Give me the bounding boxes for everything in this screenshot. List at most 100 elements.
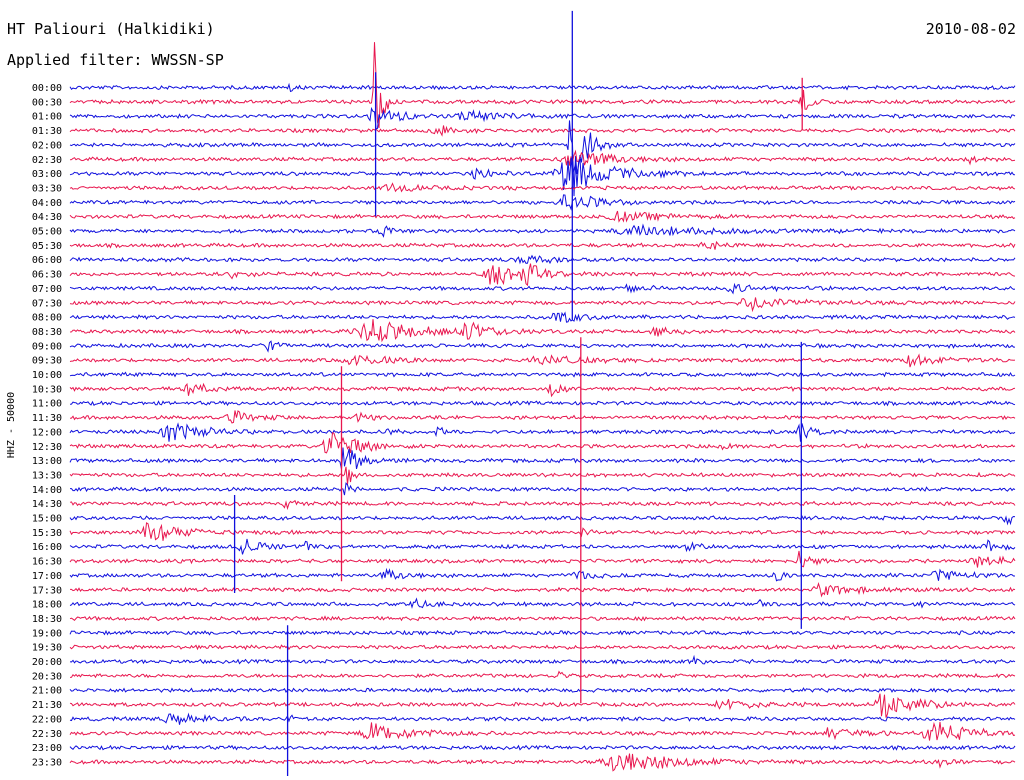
trace-17-30 <box>70 582 1016 598</box>
trace-00-30 <box>69 42 1016 129</box>
row-label-15-00: 15:00 <box>32 514 62 525</box>
row-label-20-00: 20:00 <box>32 657 62 668</box>
row-label-23-30: 23:30 <box>32 757 62 768</box>
trace-13-30 <box>69 466 1016 485</box>
row-label-04-30: 04:30 <box>32 212 62 223</box>
row-label-10-30: 10:30 <box>32 384 62 395</box>
row-label-13-30: 13:30 <box>32 470 62 481</box>
trace-15-00 <box>69 514 1016 526</box>
trace-12-00 <box>69 422 1016 442</box>
row-label-20-30: 20:30 <box>32 671 62 682</box>
trace-12-30 <box>69 432 1016 454</box>
trace-16-00 <box>69 538 1016 555</box>
row-label-01-00: 01:00 <box>32 112 62 123</box>
row-label-11-30: 11:30 <box>32 413 62 424</box>
row-label-23-00: 23:00 <box>32 743 62 754</box>
row-label-22-30: 22:30 <box>32 729 62 740</box>
row-label-03-00: 03:00 <box>32 169 62 180</box>
row-label-01-30: 01:30 <box>32 126 62 137</box>
row-label-14-00: 14:00 <box>32 485 62 496</box>
row-label-13-00: 13:00 <box>32 456 62 467</box>
trace-02-30 <box>69 149 1016 166</box>
trace-03-30 <box>69 182 1016 193</box>
trace-04-00 <box>69 194 1016 211</box>
row-label-10-00: 10:00 <box>32 370 62 381</box>
seismic-spikes <box>233 10 803 776</box>
row-label-19-30: 19:30 <box>32 643 62 654</box>
row-label-14-30: 14:30 <box>32 499 62 510</box>
trace-13-00 <box>69 447 1016 470</box>
row-label-19-00: 19:00 <box>32 628 62 639</box>
trace-11-00 <box>69 400 1016 407</box>
station-title: HT Paliouri (Halkidiki) <box>7 20 215 38</box>
row-label-09-30: 09:30 <box>32 356 62 367</box>
trace-07-00 <box>69 282 1016 295</box>
trace-05-00 <box>69 223 1016 238</box>
trace-03-00 <box>69 157 1016 190</box>
row-label-21-30: 21:30 <box>32 700 62 711</box>
trace-14-30 <box>69 499 1016 511</box>
row-label-17-30: 17:30 <box>32 585 62 596</box>
trace-19-30 <box>69 644 1016 651</box>
time-row-labels: 00:00 00:30 01:00 01:30 02:00 02:30 03:00 03:30… <box>32 83 62 768</box>
trace-20-00 <box>69 654 1016 665</box>
row-label-18-00: 18:00 <box>32 600 62 611</box>
trace-10-30 <box>69 382 1016 398</box>
row-label-06-30: 06:30 <box>32 270 62 281</box>
trace-09-00 <box>69 340 1015 353</box>
row-label-22-00: 22:00 <box>32 714 62 725</box>
row-label-05-30: 05:30 <box>32 241 62 252</box>
trace-17-00 <box>69 567 1015 582</box>
row-label-21-00: 21:00 <box>32 686 62 697</box>
row-label-06-00: 06:00 <box>32 255 62 266</box>
trace-23-00 <box>69 744 1016 751</box>
trace-11-30 <box>69 410 1016 424</box>
row-label-00-00: 00:00 <box>32 83 62 94</box>
trace-07-30 <box>69 297 1016 313</box>
channel-axis-label: HHZ - 50000 <box>6 392 17 458</box>
applied-filter-label: Applied filter: WWSSN-SP <box>7 51 224 69</box>
trace-02-00 <box>69 120 1016 197</box>
recording-date: 2010-08-02 <box>925 20 1016 38</box>
trace-16-30 <box>69 550 1016 568</box>
trace-22-30 <box>69 721 1016 741</box>
trace-23-30 <box>69 753 1016 772</box>
trace-21-30 <box>69 693 1016 718</box>
trace-06-30 <box>69 263 1016 287</box>
trace-15-30 <box>69 522 1016 541</box>
row-label-02-00: 02:00 <box>32 140 62 151</box>
trace-08-00 <box>69 311 1016 323</box>
row-label-18-30: 18:30 <box>32 614 62 625</box>
trace-10-00 <box>69 371 1016 378</box>
row-label-16-00: 16:00 <box>32 542 62 553</box>
row-label-12-30: 12:30 <box>32 442 62 453</box>
row-label-11-00: 11:00 <box>32 399 62 410</box>
trace-04-30 <box>69 210 1016 223</box>
row-label-07-30: 07:30 <box>32 298 62 309</box>
trace-00-00 <box>69 82 1016 93</box>
row-label-05-00: 05:00 <box>32 227 62 238</box>
trace-22-00 <box>69 712 1016 725</box>
trace-14-00 <box>70 482 1016 496</box>
row-label-17-00: 17:00 <box>32 571 62 582</box>
row-label-08-30: 08:30 <box>32 327 62 338</box>
row-label-15-30: 15:30 <box>32 528 62 539</box>
seismic-traces <box>69 42 1016 772</box>
trace-18-30 <box>69 615 1016 622</box>
trace-21-00 <box>69 687 1016 693</box>
row-label-09-00: 09:00 <box>32 341 62 352</box>
trace-18-00 <box>69 597 1016 609</box>
trace-09-30 <box>69 353 1016 368</box>
row-label-02-30: 02:30 <box>32 155 62 166</box>
trace-20-30 <box>69 670 1016 679</box>
trace-01-00 <box>69 106 1016 130</box>
row-label-12-00: 12:00 <box>32 427 62 438</box>
trace-08-30 <box>69 319 1016 343</box>
trace-06-00 <box>69 254 1016 265</box>
row-label-03-30: 03:30 <box>32 183 62 194</box>
row-label-08-00: 08:00 <box>32 313 62 324</box>
row-label-07-00: 07:00 <box>32 284 62 295</box>
trace-19-00 <box>69 629 1016 636</box>
trace-01-30 <box>69 125 1016 137</box>
